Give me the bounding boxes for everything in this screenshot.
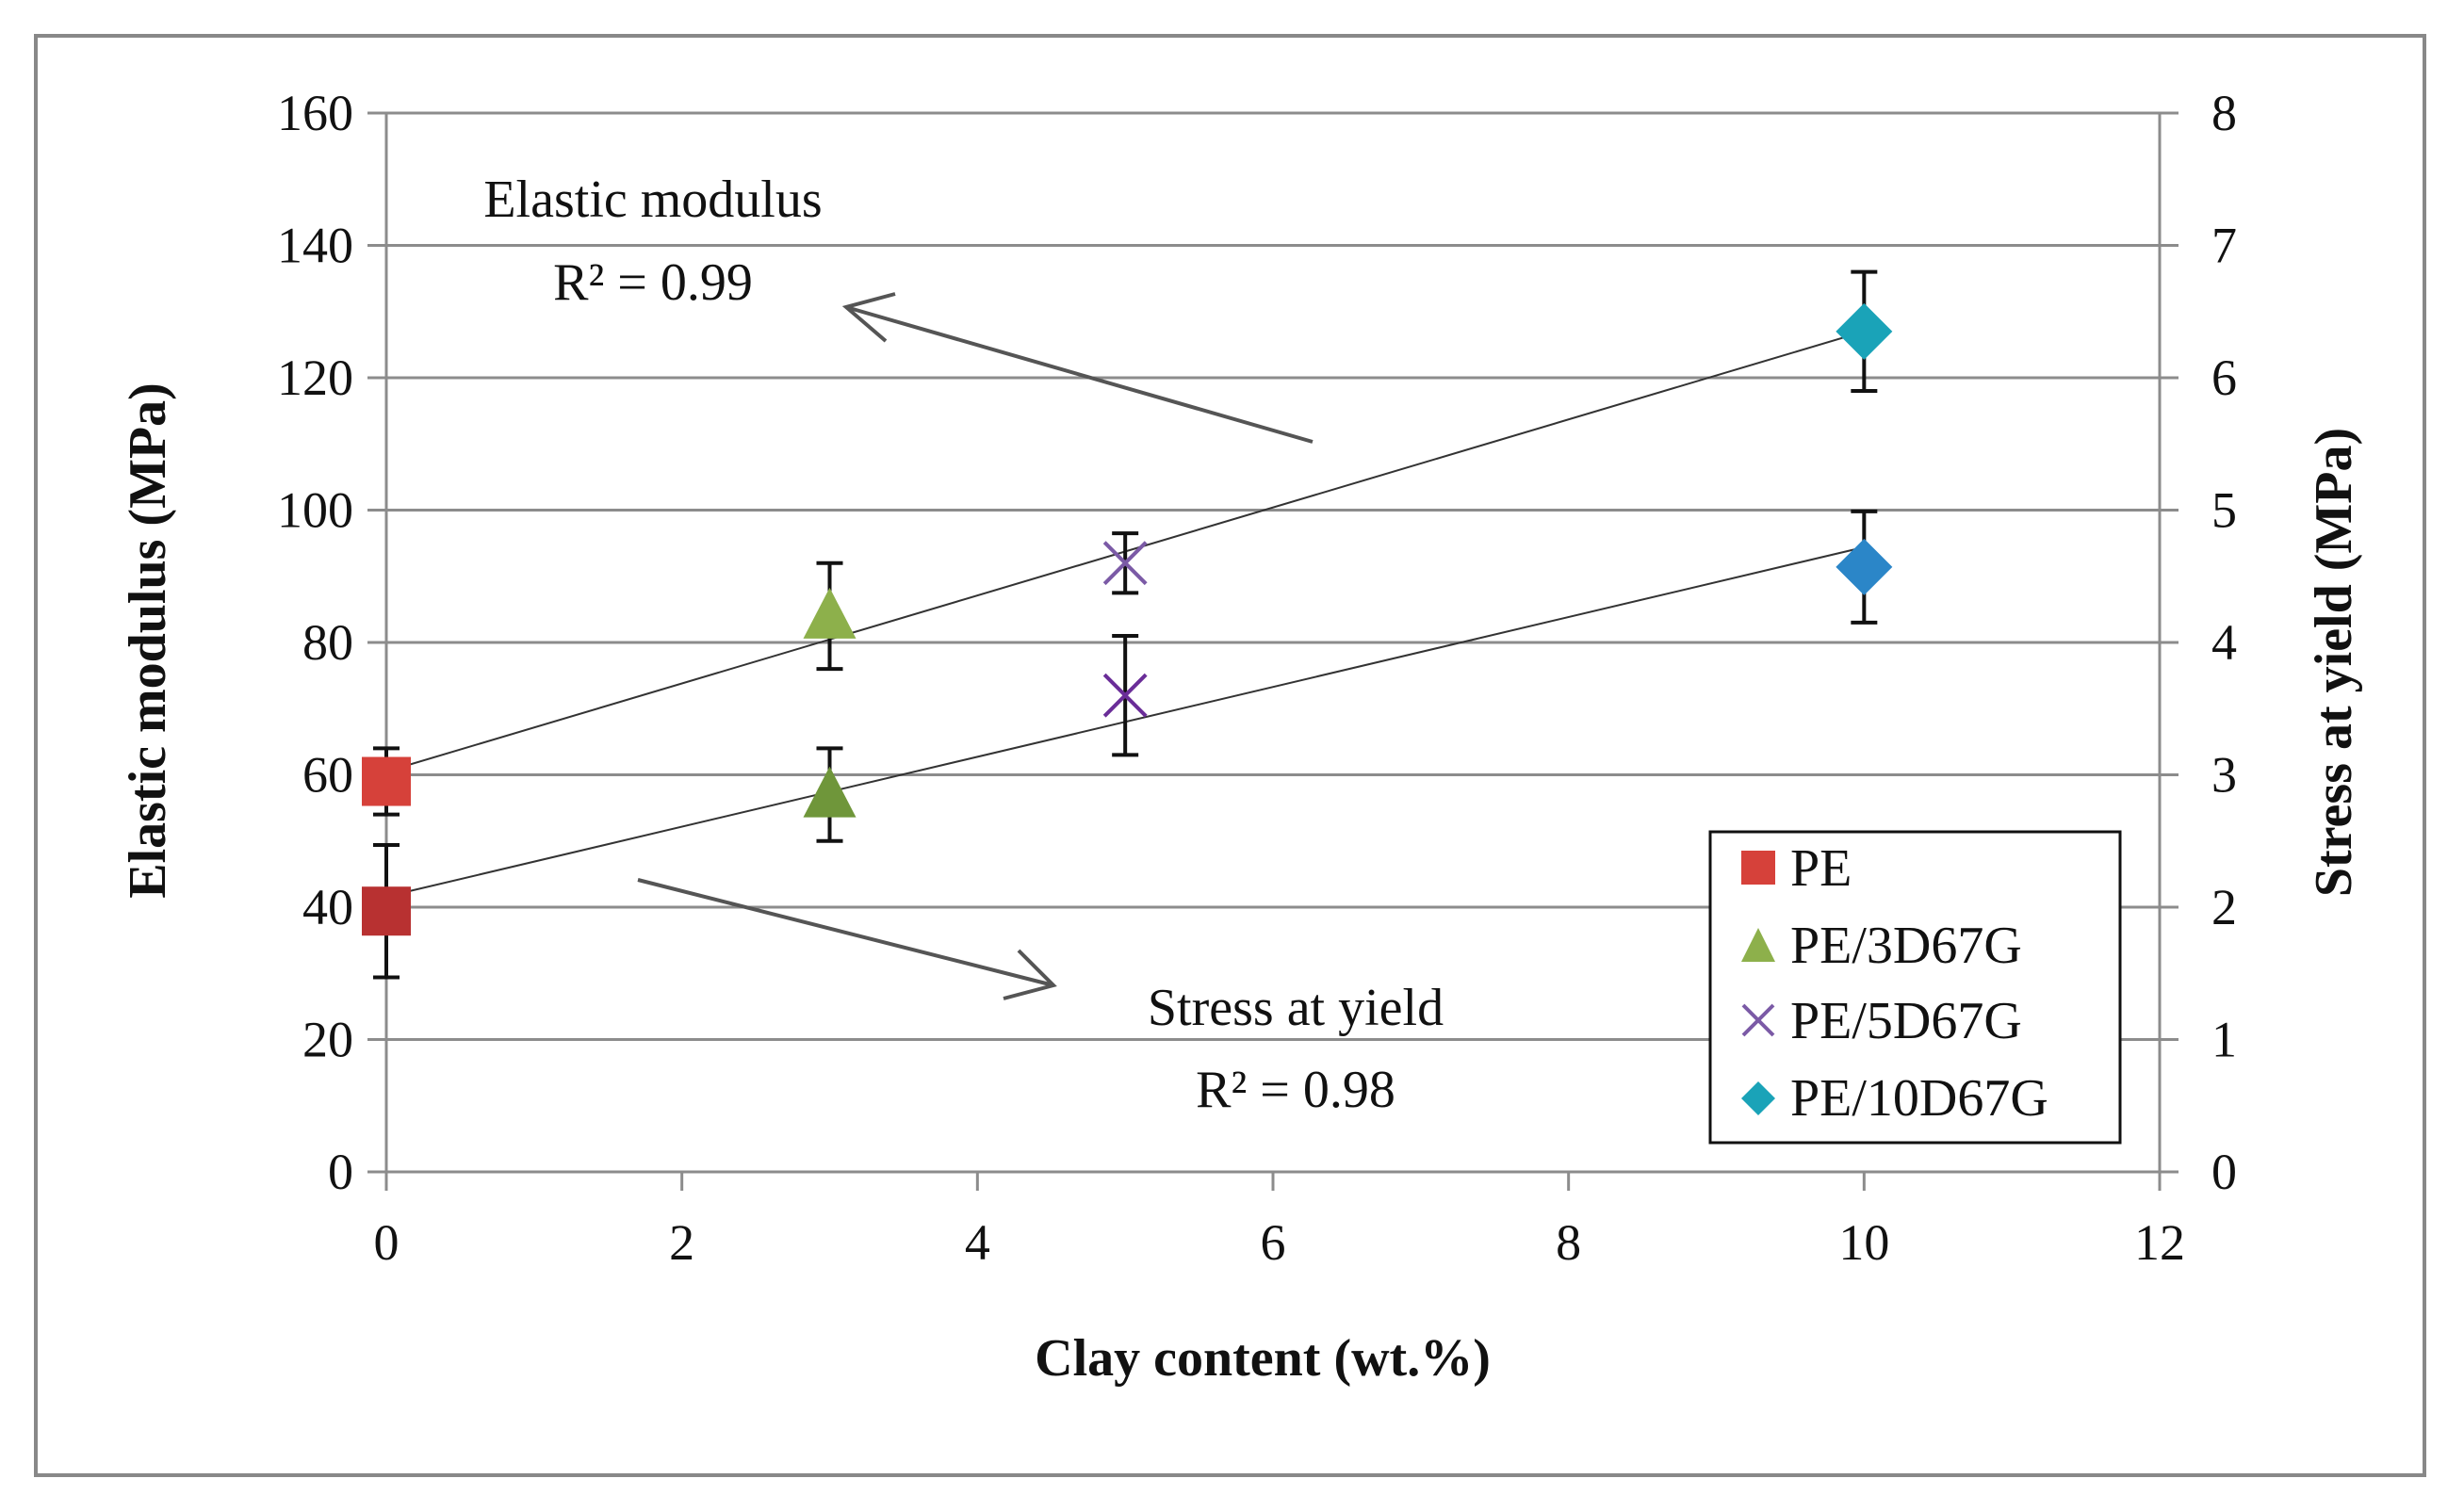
y-left-tick-label: 100 — [277, 482, 353, 539]
y-left-tick-label: 20 — [302, 1012, 353, 1068]
legend-marker-pe — [1741, 851, 1775, 885]
y-right-tick-label: 4 — [2211, 614, 2237, 671]
legend-marker-pe-3d67g — [1741, 928, 1775, 962]
point-elastic-pe-5d67g-stroke-b — [1102, 541, 1148, 586]
y-left-tick-label: 160 — [277, 85, 353, 141]
y-right-tick-label: 6 — [2211, 349, 2237, 406]
elastic-annotation-r2: R² = 0.99 — [553, 253, 753, 312]
point-stress-pe-5d67g-stroke-b — [1102, 673, 1148, 718]
stress-annotation-r2: R² = 0.98 — [1196, 1061, 1395, 1119]
legend-marker-pe-5d67g — [1741, 1003, 1775, 1037]
y-left-tick-label: 120 — [277, 349, 353, 406]
chart-frame — [34, 34, 2426, 1477]
point-elastic-pe-10d67g — [1836, 302, 1893, 360]
y-right-axis-title: Stress at yield (MPa) — [2305, 428, 2363, 897]
stress-annotation-arrow — [637, 878, 1057, 1000]
y-left-tick-label: 0 — [328, 1144, 353, 1200]
y-right-tick-label: 7 — [2211, 218, 2237, 274]
elastic-annotation-arrow — [841, 292, 1314, 444]
legend-marker-pe-10d67g — [1741, 1081, 1775, 1115]
y-left-tick-label: 40 — [302, 879, 353, 935]
point-stress-pe — [362, 886, 411, 936]
y-right-tick-label: 5 — [2211, 482, 2237, 539]
x-tick-label: 12 — [2134, 1214, 2185, 1271]
legend-label-pe-10d67g: PE/10D67G — [1790, 1069, 2048, 1128]
x-tick-label: 6 — [1261, 1214, 1286, 1271]
y-right-tick-label: 3 — [2211, 747, 2237, 804]
legend-label-pe: PE — [1790, 839, 1852, 898]
x-tick-label: 2 — [669, 1214, 694, 1271]
x-axis-title: Clay content (wt.%) — [1035, 1329, 1491, 1388]
stress-annotation-label: Stress at yield — [1148, 979, 1444, 1037]
legend: PE PE/3D67G PE/5D67G PE/10D67G — [1708, 830, 2122, 1145]
y-left-tick-label: 80 — [302, 614, 353, 671]
point-stress-pe-5d67g — [1102, 673, 1148, 718]
x-tick-label: 8 — [1556, 1214, 1581, 1271]
point-elastic-pe-5d67g — [1102, 541, 1148, 586]
x-tick-label: 0 — [374, 1214, 400, 1271]
y-right-tick-label: 2 — [2211, 879, 2237, 935]
data-points — [362, 269, 1893, 980]
point-stress-pe-3d67g — [803, 766, 857, 818]
legend-label-pe-3d67g: PE/3D67G — [1790, 917, 2022, 975]
x-tick-label: 10 — [1838, 1214, 1889, 1271]
legend-box — [1708, 830, 2122, 1145]
y-left-tick-label: 140 — [277, 218, 353, 274]
point-stress-pe-10d67g — [1836, 538, 1893, 595]
point-elastic-pe — [362, 756, 411, 806]
y-right-tick-label: 0 — [2211, 1144, 2237, 1200]
point-elastic-pe-3d67g — [803, 587, 857, 639]
legend-label-pe-5d67g: PE/5D67G — [1790, 992, 2022, 1050]
y-left-axis-title: Elastic modulus (MPa) — [119, 382, 177, 899]
y-right-tick-label: 8 — [2211, 85, 2237, 141]
elastic-annotation-label: Elastic modulus — [483, 171, 822, 229]
x-tick-label: 4 — [965, 1214, 990, 1271]
y-left-tick-label: 60 — [302, 747, 353, 804]
y-right-tick-label: 1 — [2211, 1012, 2237, 1068]
